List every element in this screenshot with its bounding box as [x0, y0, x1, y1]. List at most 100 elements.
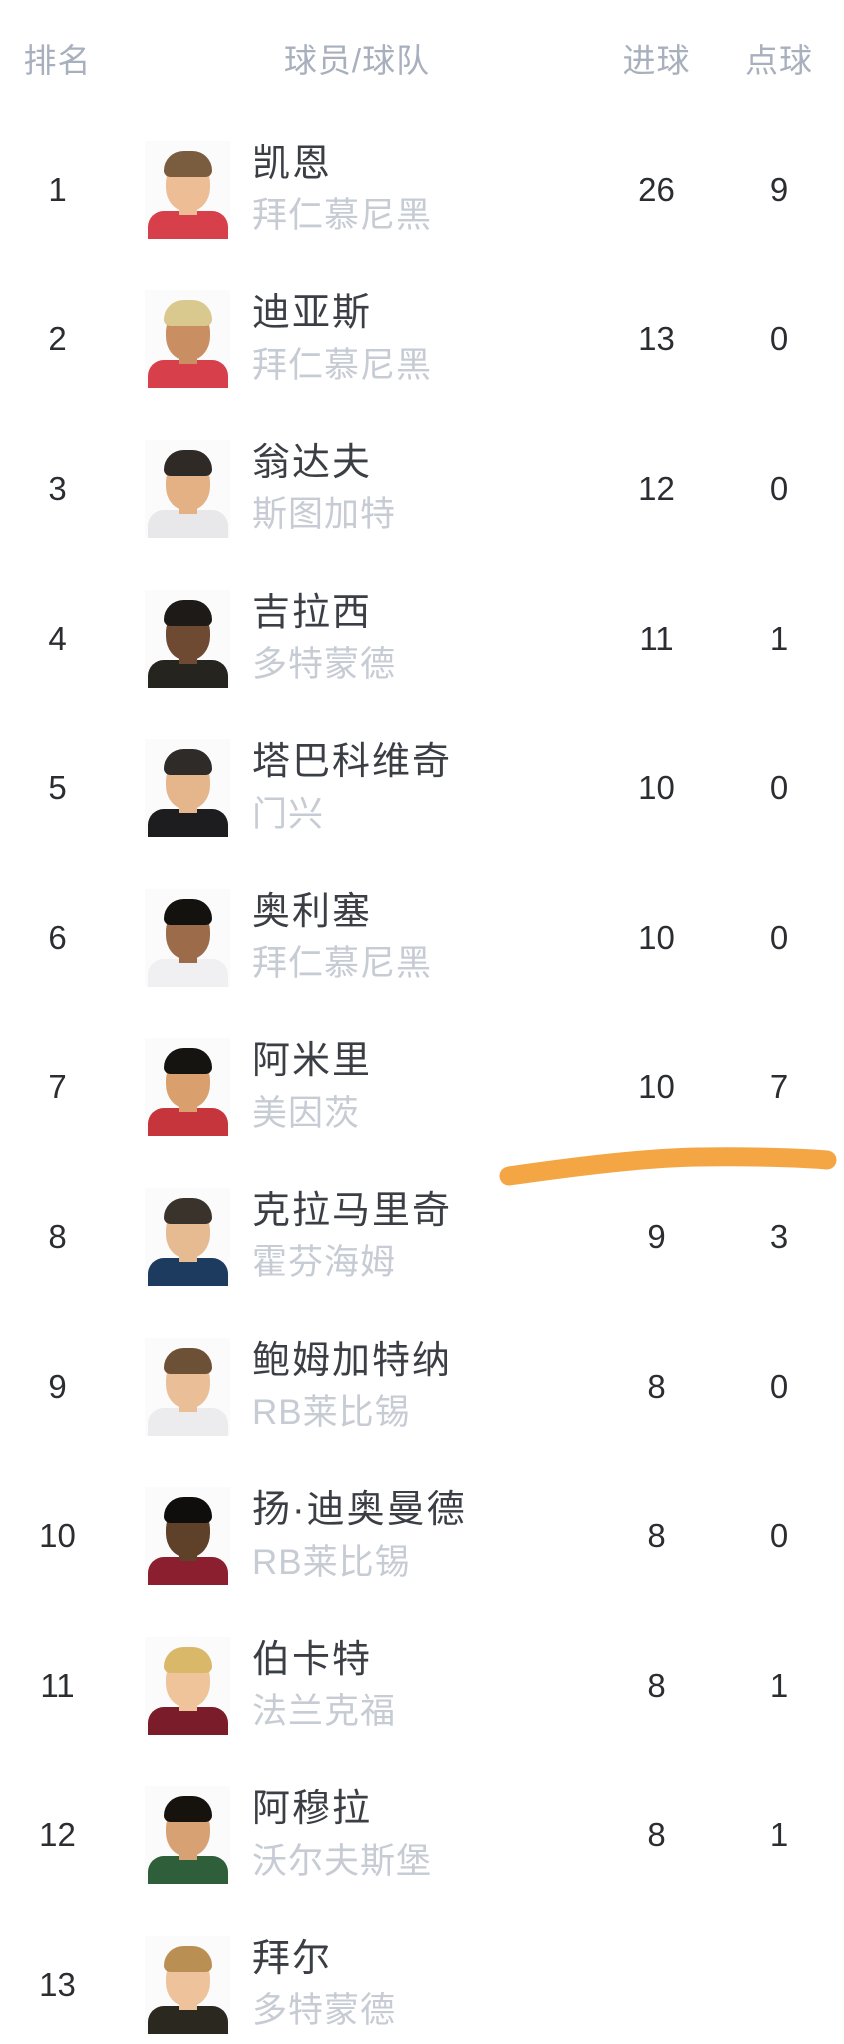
- scorer-row[interactable]: 7 阿米里 美因茨 10 7: [0, 1013, 844, 1163]
- goals-value: 26: [638, 170, 675, 208]
- player-name: 迪亚斯: [252, 292, 373, 335]
- player-info: 翁达夫 斯图加特: [252, 440, 599, 538]
- player-info: 拜尔 多特蒙德: [252, 1936, 599, 2034]
- player-info: 鲍姆加特纳 RB莱比锡: [252, 1338, 599, 1436]
- goals-value: 9: [647, 1217, 666, 1255]
- avatar-jersey: [147, 360, 228, 389]
- avatar-hair: [163, 1945, 212, 1972]
- player-name: 扬·迪奥曼德: [252, 1489, 467, 1532]
- team-name: 美因茨: [252, 1093, 361, 1133]
- penalties-value: 7: [769, 1068, 789, 1106]
- avatar-hair: [163, 449, 212, 476]
- header-goals: 进球: [622, 41, 691, 79]
- scorer-row[interactable]: 2 迪亚斯 拜仁慕尼黑 13 0: [0, 265, 844, 415]
- player-name: 阿穆拉: [252, 1788, 373, 1831]
- team-name: 多特蒙德: [252, 1991, 397, 2031]
- scorer-row[interactable]: 13 拜尔 多特蒙德: [0, 1910, 844, 2044]
- avatar-jersey: [147, 958, 228, 987]
- scorer-row[interactable]: 5 塔巴科维奇 门兴 10 0: [0, 713, 844, 863]
- avatar-jersey: [147, 1108, 228, 1137]
- penalties-value: 0: [769, 1517, 789, 1555]
- avatar-hair: [163, 898, 212, 925]
- player-info: 阿米里 美因茨: [252, 1038, 599, 1136]
- player-avatar: [145, 290, 230, 389]
- rank-value: 4: [48, 619, 67, 657]
- avatar-hair: [163, 1048, 212, 1075]
- player-name: 塔巴科维奇: [252, 741, 453, 784]
- scorer-row[interactable]: 9 鲍姆加特纳 RB莱比锡 8 0: [0, 1312, 844, 1462]
- avatar-jersey: [147, 1706, 228, 1735]
- avatar-jersey: [147, 659, 228, 688]
- avatar-jersey: [147, 509, 228, 538]
- team-name: 斯图加特: [252, 495, 397, 535]
- team-name: 拜仁慕尼黑: [252, 944, 433, 984]
- player-name: 奥利塞: [252, 890, 373, 933]
- avatar-hair: [163, 150, 212, 177]
- player-info: 塔巴科维奇 门兴: [252, 739, 599, 837]
- player-avatar: [145, 1187, 230, 1286]
- goals-value: 11: [639, 619, 674, 657]
- player-avatar: [145, 140, 230, 239]
- player-info: 克拉马里奇 霍芬海姆: [252, 1188, 599, 1286]
- scorer-row[interactable]: 8 克拉马里奇 霍芬海姆 9 3: [0, 1162, 844, 1312]
- player-name: 伯卡特: [252, 1638, 373, 1681]
- avatar-jersey: [147, 809, 228, 838]
- avatar-hair: [163, 1646, 212, 1673]
- goals-value: 12: [638, 469, 675, 507]
- scorer-row[interactable]: 3 翁达夫 斯图加特 12 0: [0, 414, 844, 564]
- table-header: 排名 球员/球队 进球 点球: [0, 0, 844, 115]
- goals-value: 8: [647, 1517, 666, 1555]
- scorer-row[interactable]: 6 奥利塞 拜仁慕尼黑 10 0: [0, 863, 844, 1013]
- player-avatar: [145, 1337, 230, 1436]
- scorer-row[interactable]: 4 吉拉西 多特蒙德 11 1: [0, 564, 844, 714]
- scorers-list: 1 凯恩 拜仁慕尼黑 26 9 2 迪亚斯 拜仁慕尼黑 13 0 3: [0, 115, 844, 2044]
- player-info: 奥利塞 拜仁慕尼黑: [252, 889, 599, 987]
- goals-value: 8: [647, 1367, 666, 1405]
- goals-value: 10: [638, 769, 675, 807]
- player-info: 吉拉西 多特蒙德: [252, 590, 599, 688]
- avatar-hair: [163, 1497, 212, 1524]
- player-name: 克拉马里奇: [252, 1189, 453, 1232]
- player-avatar: [145, 739, 230, 838]
- avatar-hair: [163, 1796, 212, 1823]
- scorer-row[interactable]: 10 扬·迪奥曼德 RB莱比锡 8 0: [0, 1461, 844, 1611]
- rank-value: 1: [48, 170, 67, 208]
- rank-value: 7: [48, 1068, 67, 1106]
- player-avatar: [145, 1038, 230, 1137]
- rank-value: 10: [39, 1517, 76, 1555]
- player-info: 迪亚斯 拜仁慕尼黑: [252, 290, 599, 388]
- penalties-value: 0: [769, 469, 789, 507]
- goals-value: 10: [638, 1068, 675, 1106]
- penalties-value: 0: [769, 769, 789, 807]
- rank-value: 3: [48, 469, 67, 507]
- scorer-row[interactable]: 12 阿穆拉 沃尔夫斯堡 8 1: [0, 1761, 844, 1911]
- rank-value: 8: [48, 1217, 67, 1255]
- player-info: 扬·迪奥曼德 RB莱比锡: [252, 1487, 599, 1585]
- rank-value: 5: [48, 769, 67, 807]
- team-name: 霍芬海姆: [252, 1243, 397, 1283]
- avatar-hair: [163, 749, 212, 776]
- team-name: RB莱比锡: [252, 1393, 411, 1433]
- penalties-value: 3: [769, 1217, 789, 1255]
- player-info: 阿穆拉 沃尔夫斯堡: [252, 1786, 599, 1884]
- player-avatar: [145, 1636, 230, 1735]
- avatar-jersey: [147, 1257, 228, 1286]
- rank-value: 6: [48, 918, 67, 956]
- player-avatar: [145, 1487, 230, 1586]
- rank-value: 2: [48, 320, 67, 358]
- player-info: 凯恩 拜仁慕尼黑: [252, 141, 599, 239]
- team-name: 拜仁慕尼黑: [252, 196, 433, 236]
- avatar-hair: [163, 1197, 212, 1224]
- team-name: 门兴: [252, 794, 325, 834]
- player-name: 翁达夫: [252, 441, 373, 484]
- goals-value: 8: [647, 1666, 666, 1704]
- player-avatar: [145, 589, 230, 688]
- penalties-value: 9: [769, 170, 789, 208]
- scorer-row[interactable]: 1 凯恩 拜仁慕尼黑 26 9: [0, 115, 844, 265]
- scorer-row[interactable]: 11 伯卡特 法兰克福 8 1: [0, 1611, 844, 1761]
- goals-value: 8: [647, 1816, 666, 1854]
- player-name: 吉拉西: [252, 591, 373, 634]
- player-avatar: [145, 1935, 230, 2034]
- player-name: 鲍姆加特纳: [252, 1339, 453, 1382]
